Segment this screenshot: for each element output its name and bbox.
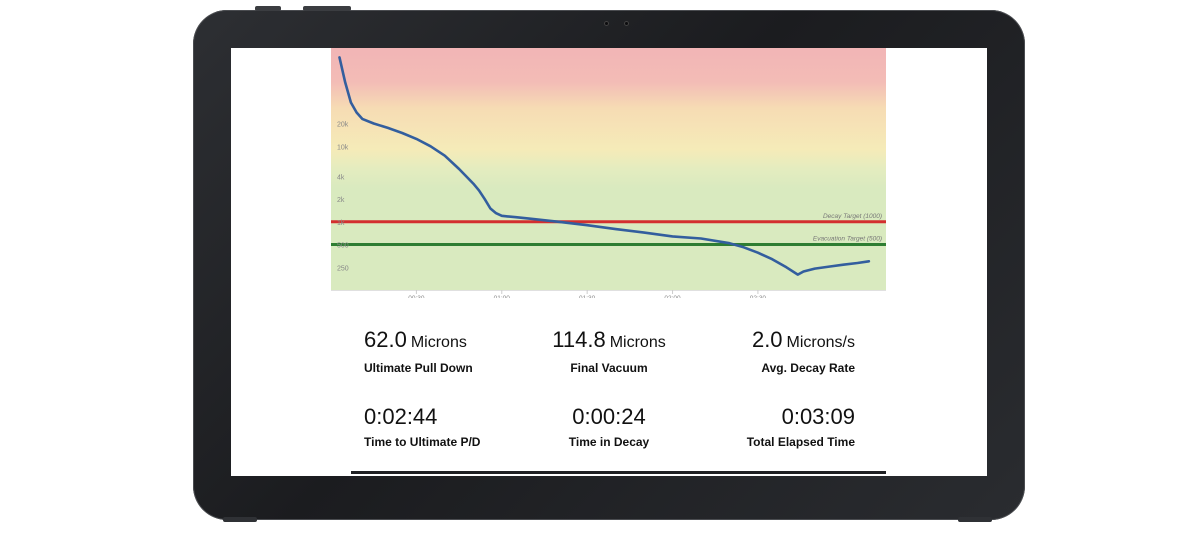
- stat-label: Avg. Decay Rate: [761, 361, 855, 375]
- vacuum-chart-svg: Decay Target (1000) Evacuation Target (50…: [331, 48, 886, 298]
- y-tick-label: 4k: [337, 174, 345, 181]
- reference-line-label: Decay Target (1000): [823, 213, 882, 220]
- foot-left: [223, 517, 257, 522]
- stat-value: 0:02:44: [364, 404, 438, 429]
- stat-avg-decay-rate: 2.0 Microns/s Avg. Decay Rate: [655, 328, 855, 376]
- stat-label: Final Vacuum: [570, 361, 648, 375]
- stat-label: Time in Decay: [568, 435, 650, 449]
- stat-final-vacuum: 114.8 Microns Final Vacuum: [509, 328, 709, 376]
- screen-bottom-rule: [351, 471, 886, 474]
- reference-line-label: Evacuation Target (500): [813, 236, 882, 243]
- power-button: [255, 6, 281, 11]
- stat-label: Time to Ultimate P/D: [364, 435, 481, 449]
- stat-value: 62.0 Microns: [364, 328, 564, 355]
- vacuum-chart: Decay Target (1000) Evacuation Target (50…: [331, 48, 886, 298]
- y-tick-label: 1k: [337, 220, 345, 227]
- x-tick-label: 01:30: [579, 295, 596, 298]
- stat-value: 0:00:24: [572, 404, 646, 429]
- stat-unit: Microns: [410, 334, 467, 351]
- stat-unit: Microns/s: [786, 334, 855, 351]
- stat-value: 0:03:09: [781, 404, 855, 429]
- stat-total-elapsed: 0:03:09 Total Elapsed Time: [655, 404, 855, 450]
- stat-number: 2.0: [751, 327, 783, 352]
- foot-right: [958, 517, 992, 522]
- volume-button: [303, 6, 351, 11]
- x-tick-label: 02:00: [664, 295, 681, 298]
- chart-background-bands: [331, 48, 886, 290]
- stat-time-in-decay: 0:00:24 Time in Decay: [509, 404, 709, 450]
- x-tick-label: 00:30: [408, 295, 425, 298]
- stat-value: 2.0 Microns/s: [655, 328, 855, 355]
- vacuum-series-line-0: [338, 56, 871, 276]
- stat-number: 114.8: [552, 327, 606, 352]
- stat-label: Ultimate Pull Down: [364, 361, 473, 375]
- y-tick-label: 10k: [337, 144, 349, 151]
- sensor-icon: [624, 21, 629, 26]
- stat-ultimate-pull-down: 62.0 Microns Ultimate Pull Down: [364, 328, 564, 376]
- device-screen: Decay Target (1000) Evacuation Target (50…: [231, 48, 987, 476]
- x-tick-label: 02:30: [750, 295, 767, 298]
- stat-value: 114.8 Microns: [509, 328, 709, 355]
- stat-unit: Microns: [609, 334, 666, 351]
- stat-time-to-ultimate: 0:02:44 Time to Ultimate P/D: [364, 404, 564, 450]
- y-tick-label: 250: [337, 265, 349, 272]
- stat-number: 62.0: [364, 327, 407, 352]
- stat-label: Total Elapsed Time: [746, 435, 855, 449]
- x-tick-label: 01:00: [494, 295, 511, 298]
- y-tick-label: 20k: [337, 122, 349, 129]
- y-tick-label: 500: [337, 243, 349, 250]
- camera-icon: [604, 21, 609, 26]
- y-tick-label: 2k: [337, 197, 345, 204]
